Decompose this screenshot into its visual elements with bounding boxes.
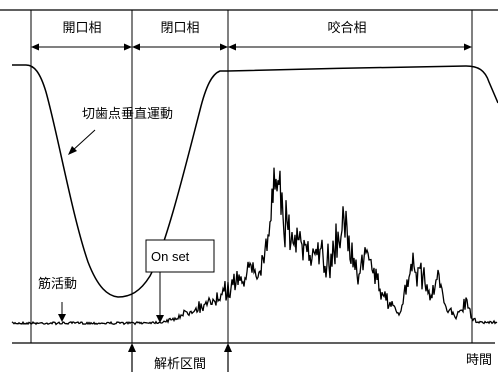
phase-label-close: 閉口相 xyxy=(160,21,199,36)
phase-arrow-occlusal xyxy=(228,43,472,51)
phase-label-open: 開口相 xyxy=(62,21,101,36)
phase-arrow-close xyxy=(132,43,228,51)
incisor-vertical-movement-curve xyxy=(12,64,498,298)
muscle-activity-label: 筋活動 xyxy=(38,276,77,292)
onset-box xyxy=(145,239,215,273)
onset-label: On set xyxy=(151,249,190,264)
muscle-activity-emg-trace xyxy=(11,167,498,326)
incisor-motion-pointer-arrow xyxy=(68,129,96,155)
phase-arrow-open xyxy=(31,43,132,51)
incisor-motion-label: 切歯点垂直運動 xyxy=(82,107,173,122)
analysis-interval-label: 解析区間 xyxy=(154,357,206,372)
onset-pointer-arrow xyxy=(156,272,164,323)
analysis-interval-arrow-end xyxy=(224,343,232,372)
muscle-activity-pointer-arrow xyxy=(58,302,66,322)
phase-label-occlusal: 咬合相 xyxy=(327,20,366,36)
analysis-interval-arrow-start xyxy=(128,343,136,372)
time-axis-label: 時間 xyxy=(466,353,492,368)
